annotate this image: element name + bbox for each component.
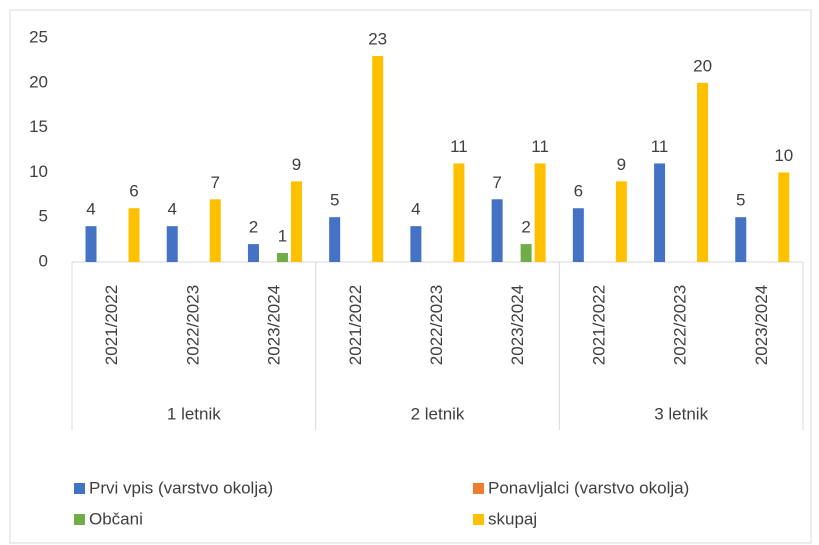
bar: [453, 163, 465, 262]
data-label: 10: [774, 146, 793, 165]
bar: [778, 172, 790, 262]
data-label: 23: [368, 29, 387, 48]
data-label: 20: [693, 56, 712, 75]
data-label: 9: [292, 155, 301, 174]
group-label: 1 letnik: [167, 404, 221, 423]
bar: [329, 217, 341, 262]
data-label: 4: [167, 200, 176, 219]
bar: [247, 244, 259, 262]
bar: [572, 208, 584, 262]
legend-swatch: [473, 514, 484, 525]
bar: [290, 181, 302, 262]
legend-label: Občani: [89, 509, 143, 528]
legend-swatch: [74, 483, 85, 494]
data-label: 5: [736, 191, 745, 210]
bar: [520, 244, 532, 262]
data-label: 1: [278, 227, 287, 246]
x-tick-label: 2022/2023: [427, 285, 446, 365]
data-label: 5: [330, 191, 339, 210]
bar: [534, 163, 546, 262]
data-label: 6: [129, 182, 138, 201]
data-label: 2: [521, 218, 530, 237]
legend-label: Prvi vpis (varstvo okolja): [89, 478, 273, 497]
bar: [128, 208, 140, 262]
y-tick-label: 25: [29, 27, 48, 46]
x-tick-label: 2023/2024: [508, 285, 527, 365]
legend-label: skupaj: [488, 509, 537, 528]
x-tick-label: 2021/2022: [589, 285, 608, 365]
bar: [697, 82, 709, 262]
bar: [735, 217, 747, 262]
y-tick-label: 15: [29, 117, 48, 136]
x-tick-label: 2023/2024: [265, 285, 284, 365]
x-tick-label: 2021/2022: [102, 285, 121, 365]
data-label: 7: [492, 173, 501, 192]
y-tick-label: 20: [29, 72, 48, 91]
bar: [615, 181, 627, 262]
data-label: 11: [450, 137, 468, 156]
bar: [209, 199, 221, 262]
x-tick-label: 2022/2023: [671, 285, 690, 365]
data-label: 2: [249, 218, 258, 237]
chart-frame: [9, 9, 812, 544]
legend-swatch: [74, 514, 85, 525]
x-tick-label: 2021/2022: [346, 285, 365, 365]
bar: [491, 199, 503, 262]
x-tick-label: 2023/2024: [752, 285, 771, 365]
legend-label: Ponavljalci (varstvo okolja): [488, 478, 689, 497]
bar: [276, 253, 288, 262]
data-label: 4: [411, 200, 420, 219]
data-label: 7: [211, 173, 220, 192]
x-tick-label: 2022/2023: [183, 285, 202, 365]
legend-swatch: [473, 483, 484, 494]
bar: [654, 163, 666, 262]
y-tick-label: 5: [39, 207, 48, 226]
group-label: 2 letnik: [411, 404, 465, 423]
bar: [166, 226, 178, 262]
bar: [372, 55, 384, 262]
data-label: 11: [531, 137, 549, 156]
data-label: 11: [651, 137, 669, 156]
bar: [410, 226, 422, 262]
data-label: 6: [574, 182, 583, 201]
data-label: 4: [86, 200, 95, 219]
bar: [85, 226, 97, 262]
data-label: 9: [617, 155, 626, 174]
group-label: 3 letnik: [654, 404, 708, 423]
y-tick-label: 0: [39, 251, 48, 270]
y-tick-label: 10: [29, 162, 48, 181]
